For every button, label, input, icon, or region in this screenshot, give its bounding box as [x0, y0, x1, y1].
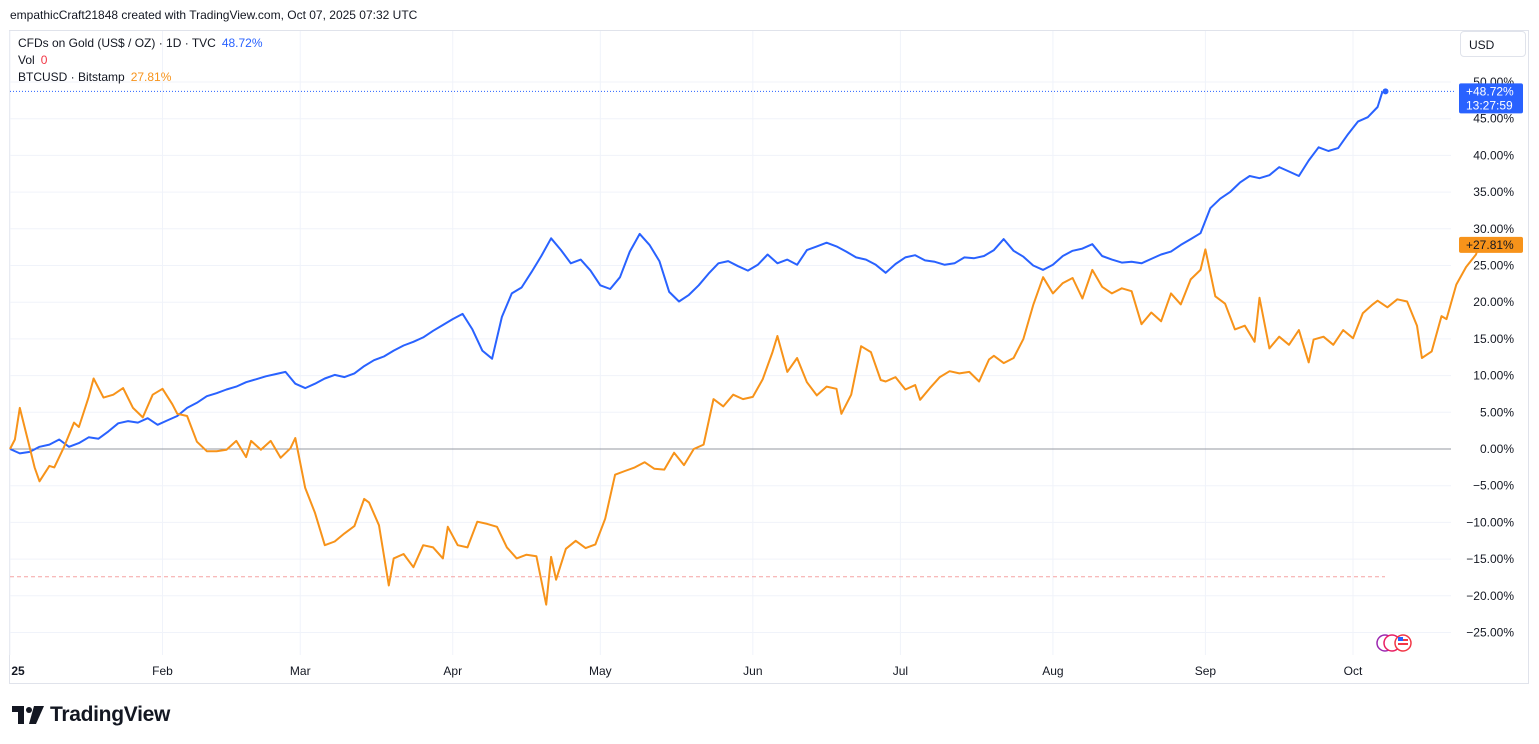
y-tick-label: 0.00% — [1480, 442, 1514, 456]
y-tick-label: 5.00% — [1480, 405, 1514, 419]
tradingview-logo-icon — [12, 706, 44, 724]
gold-change-value: 48.72% — [221, 36, 263, 50]
attribution-text: empathicCraft21848 created with TradingV… — [10, 8, 418, 22]
horizontal-gridlines — [10, 81, 1451, 633]
gold-badge-countdown: 13:27:59 — [1466, 98, 1513, 112]
series-lines — [9, 88, 1492, 606]
y-tick-label: −20.00% — [1466, 589, 1514, 603]
y-tick-label: 30.00% — [1473, 222, 1514, 236]
gold-last-point — [1382, 88, 1389, 95]
economic-event-icons — [1376, 634, 1412, 652]
y-axis-ticks: 50.00%45.00%40.00%35.00%30.00%25.00%20.0… — [1466, 75, 1514, 640]
x-tick-label: Mar — [290, 664, 311, 678]
x-tick-label: Oct — [1344, 664, 1363, 678]
flag-stripe-icon — [1398, 643, 1408, 645]
legend-row-volume[interactable]: Vol 0 — [18, 52, 263, 69]
vertical-gridlines — [9, 31, 1354, 655]
price-badges: +48.72%13:27:59 +27.81% — [1459, 83, 1523, 253]
btc-badge-value: +27.81% — [1466, 238, 1514, 252]
btc-price-badge — [1459, 236, 1523, 253]
legend-row-btc[interactable]: BTCUSD · Bitstamp 27.81% — [18, 69, 263, 86]
footer-brand: TradingView — [12, 702, 170, 728]
btc-series-line[interactable] — [9, 238, 1492, 606]
gold-price-badge — [1459, 83, 1523, 114]
gold-badge-value: +48.72% — [1466, 84, 1514, 98]
x-tick-label: Jul — [893, 664, 908, 678]
y-tick-label: 20.00% — [1473, 295, 1514, 309]
currency-button[interactable]: USD — [1460, 31, 1526, 57]
x-tick-label: Feb — [152, 664, 173, 678]
y-tick-label: −10.00% — [1466, 515, 1514, 529]
reference-lines — [10, 90, 1455, 578]
brand-name: TradingView — [50, 703, 171, 726]
gold-series-line[interactable] — [9, 91, 1384, 455]
flag-canton-icon — [1398, 637, 1403, 641]
x-tick-label: May — [589, 664, 612, 678]
y-tick-label: 25.00% — [1473, 259, 1514, 273]
x-axis-ticks: 25 Feb Mar Apr May Jun Jul Aug Sep Oct — [11, 664, 1363, 678]
y-tick-label: 10.00% — [1473, 369, 1514, 383]
volume-value: 0 — [40, 53, 48, 67]
x-tick-label: Jun — [743, 664, 762, 678]
y-tick-label: −5.00% — [1473, 479, 1514, 493]
btc-symbol-label: BTCUSD · Bitstamp — [18, 70, 125, 84]
chart-legend: CFDs on Gold (US$ / OZ) · 1D · TVC 48.72%… — [18, 35, 263, 86]
y-tick-label: −15.00% — [1466, 552, 1514, 566]
x-tick-label: 25 — [11, 664, 25, 678]
x-tick-label: Aug — [1042, 664, 1063, 678]
y-tick-label: 40.00% — [1473, 148, 1514, 162]
x-tick-label: Apr — [443, 664, 462, 678]
legend-row-gold[interactable]: CFDs on Gold (US$ / OZ) · 1D · TVC 48.72% — [18, 35, 263, 52]
x-tick-label: Sep — [1195, 664, 1217, 678]
btc-change-value: 27.81% — [130, 70, 172, 84]
y-tick-label: 35.00% — [1473, 185, 1514, 199]
y-tick-label: 45.00% — [1473, 112, 1514, 126]
y-tick-label: 15.00% — [1473, 332, 1514, 346]
y-tick-label: −25.00% — [1466, 626, 1514, 640]
gold-symbol-label: CFDs on Gold (US$ / OZ) · 1D · TVC — [18, 36, 216, 50]
volume-label: Vol — [18, 53, 35, 67]
